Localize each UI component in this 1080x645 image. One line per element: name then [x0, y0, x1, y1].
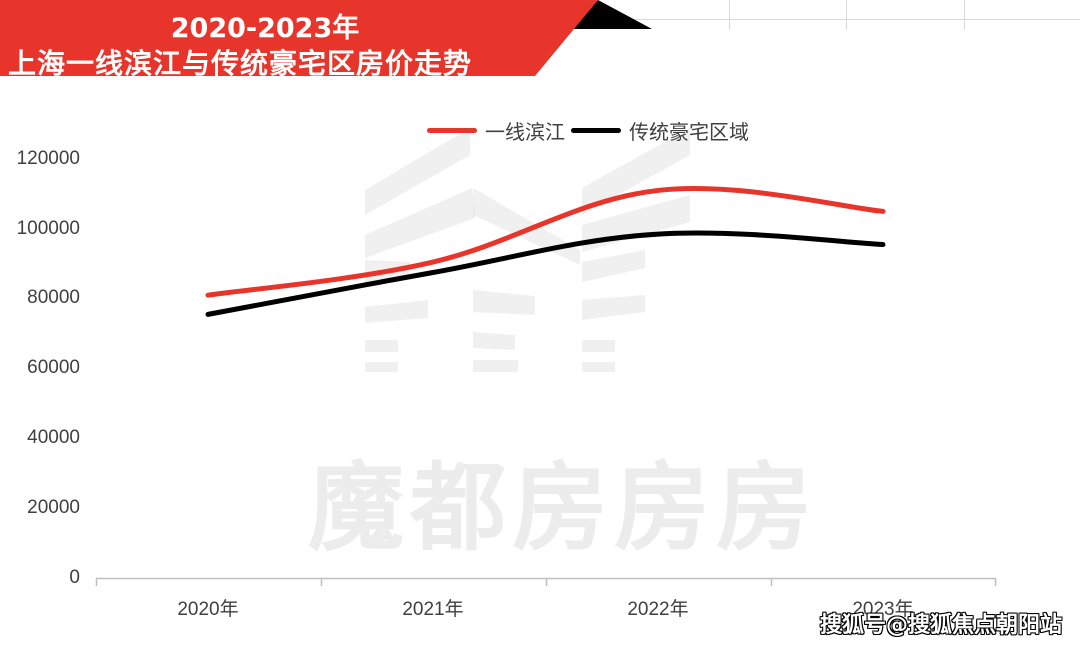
banner-black-triangle	[572, 0, 652, 29]
series-line-traditional	[205, 230, 886, 317]
y-tick-label: 120000	[16, 148, 80, 169]
y-tick-label: 20000	[27, 497, 80, 518]
y-tick-label: 80000	[27, 287, 80, 308]
legend-label: 一线滨江	[485, 119, 565, 144]
y-tick-label: 100000	[16, 218, 80, 239]
x-tick-label: 2021年	[402, 599, 464, 620]
background-gridlines	[600, 0, 1080, 30]
chart-title-main: 上海一线滨江与传统豪宅区房价走势	[8, 47, 473, 80]
banner-red-shape	[0, 0, 598, 76]
legend-item-binjiang[interactable]: 一线滨江	[427, 116, 565, 145]
x-tick-label: 2023年	[852, 599, 914, 620]
x-tick-label: 2020年	[177, 599, 239, 620]
chart-title-years: 2020-2023年	[170, 13, 360, 44]
legend-swatch-black	[571, 127, 621, 133]
watermark-text: 魔都房房房	[308, 452, 818, 564]
title-banner	[0, 0, 652, 76]
x-axis	[95, 577, 997, 586]
legend-item-traditional[interactable]: 传统豪宅区域	[571, 116, 749, 145]
series-line-binjiang	[205, 186, 886, 298]
chart-legend: 一线滨江 传统豪宅区域	[427, 116, 749, 144]
source-credit-watermark: 搜狐号@搜狐焦点朝阳站	[820, 613, 1063, 638]
y-tick-label: 0	[69, 567, 80, 588]
legend-label: 传统豪宅区域	[629, 119, 749, 144]
y-tick-label: 40000	[27, 427, 80, 448]
y-tick-label: 60000	[27, 357, 80, 378]
legend-swatch-red	[427, 127, 477, 133]
x-tick-label: 2022年	[627, 599, 689, 620]
